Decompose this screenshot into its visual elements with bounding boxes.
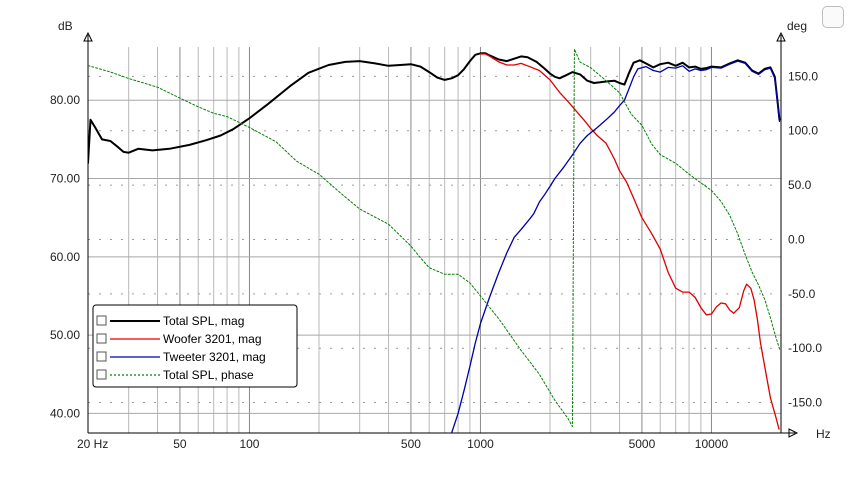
series-line-2 — [479, 53, 780, 430]
y-right-tick-label: -150.0 — [788, 396, 822, 410]
x-arrow — [788, 428, 799, 438]
tick-labels: 20 Hz 50 100 500 1000 5000 10000 80.00 70.00 60.0… — [50, 69, 822, 451]
y-left-arrow — [83, 31, 93, 42]
series-line-4 — [88, 48, 781, 427]
legend-checkbox — [96, 369, 107, 380]
x-tick-label: 5000 — [629, 437, 656, 451]
legend-box — [92, 304, 298, 388]
y-right-tick-label: 50.0 — [788, 178, 812, 192]
x-unit: Hz — [816, 427, 831, 441]
legend-label: Woofer 3201, mag — [163, 332, 262, 346]
x-tick-label: 20 Hz — [77, 437, 108, 451]
y-right-tick-label: -100.0 — [788, 341, 822, 355]
x-tick-label: 10000 — [695, 437, 729, 451]
window-corner-button[interactable] — [822, 6, 844, 28]
legend-checkbox — [96, 315, 107, 326]
x-tick-label: 50 — [173, 437, 187, 451]
legend-label: Total SPL, phase — [163, 368, 254, 382]
legend-checkbox — [96, 333, 107, 344]
legend-label: Tweeter 3201, mag — [163, 350, 266, 364]
axes — [83, 31, 799, 438]
y-right-tick-label: 100.0 — [788, 124, 818, 138]
legend-items: Total SPL, mag Woofer 3201, mag Tweeter 32… — [96, 314, 266, 382]
y-left-unit: dB — [58, 19, 73, 33]
series-line-3 — [450, 60, 781, 433]
x-tick-label: 100 — [239, 437, 259, 451]
y-left-tick-label: 80.00 — [50, 93, 80, 107]
y-right-tick-label: 0.0 — [788, 232, 805, 246]
legend: Total SPL, mag Woofer 3201, mag Tweeter 32… — [92, 304, 298, 388]
series-line-1 — [88, 52, 781, 164]
y-left-tick-label: 60.00 — [50, 250, 80, 264]
y-left-tick-label: 70.00 — [50, 172, 80, 186]
y-left-tick-label: 50.00 — [50, 328, 80, 342]
y-right-tick-label: 150.0 — [788, 69, 818, 83]
x-tick-label: 500 — [401, 437, 421, 451]
x-tick-label: 1000 — [467, 437, 494, 451]
series-group — [88, 48, 781, 433]
legend-label: Total SPL, mag — [163, 314, 244, 328]
y-left-tick-label: 40.00 — [50, 406, 80, 420]
y-right-arrow — [776, 31, 786, 42]
y-right-unit: deg — [787, 19, 807, 33]
grid — [87, 47, 782, 433]
y-right-tick-label: -50.0 — [788, 287, 816, 301]
legend-checkbox — [96, 351, 107, 362]
